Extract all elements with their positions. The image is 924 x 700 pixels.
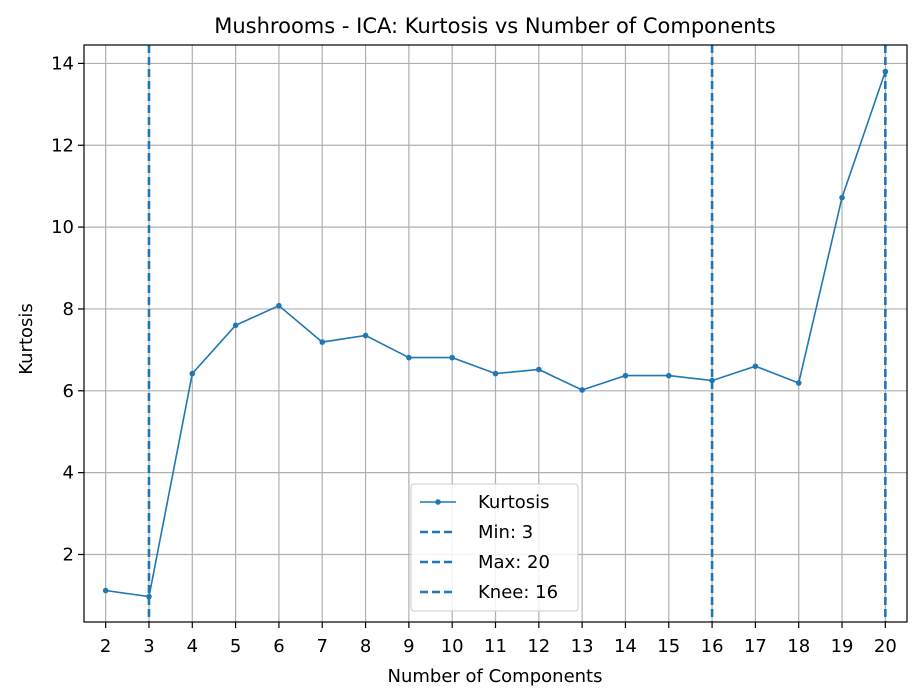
y-tick-label: 6 [63,381,74,402]
y-axis: 2 4 6 8 10 12 14 [51,53,84,565]
x-tick-label: 15 [657,636,680,657]
legend-label: Max: 20 [478,552,550,573]
data-point [536,366,542,373]
legend-label: Kurtosis [478,492,550,513]
data-point [622,372,629,379]
data-point [709,377,715,384]
x-tick-label: 12 [527,636,550,657]
data-point [882,68,889,75]
x-tick-label: 4 [187,636,198,657]
y-tick-label: 12 [51,135,74,156]
reference-lines [147,45,887,622]
series-layer [102,68,889,600]
data-point [232,322,239,329]
data-point [492,370,499,377]
x-tick-label: 10 [441,636,464,657]
legend-box [410,483,579,612]
grid [84,45,907,622]
data-point [102,587,109,594]
x-tick-label: 3 [143,636,154,657]
data-point [795,380,802,386]
y-axis-label: Kurtosis [16,303,37,375]
x-tick-label: 9 [403,636,414,657]
x-tick-label: 16 [701,636,724,657]
legend: Kurtosis Min: 3 Max: 20 Knee: 16 [410,483,579,612]
x-tick-label: 14 [614,636,637,657]
x-tick-label: 20 [874,636,897,657]
data-point [579,387,585,393]
legend-label: Min: 3 [478,522,533,543]
data-point [146,593,152,600]
x-tick-label: 17 [744,636,767,657]
data-point [189,370,196,377]
x-tick-label: 18 [787,636,810,657]
x-tick-label: 13 [571,636,594,657]
legend-swatch-marker [435,499,441,505]
y-tick-label: 4 [63,463,74,484]
x-axis: 2 3 4 5 6 7 8 9 10 11 12 13 14 15 16 17 18 19 20 [100,622,897,657]
data-point [319,339,326,345]
y-tick-label: 10 [51,217,74,238]
x-tick-label: 5 [230,636,241,657]
x-tick-label: 19 [831,636,854,657]
data-point [406,354,412,361]
y-tick-label: 8 [63,299,74,320]
data-point [449,354,455,361]
x-tick-label: 11 [484,636,507,657]
y-tick-label: 2 [63,544,74,565]
data-point [276,302,282,309]
x-tick-label: 6 [273,636,284,657]
data-point [752,363,759,370]
x-axis-label: Number of Components [388,666,603,687]
legend-label: Knee: 16 [478,582,558,603]
x-tick-label: 2 [100,636,111,657]
x-tick-label: 8 [360,636,371,657]
x-tick-label: 7 [317,636,328,657]
data-point [665,372,672,379]
data-point [362,332,369,339]
y-tick-label: 14 [51,53,74,74]
data-point [839,194,845,201]
chart-title: Mushrooms - ICA: Kurtosis vs Number of C… [214,14,775,38]
